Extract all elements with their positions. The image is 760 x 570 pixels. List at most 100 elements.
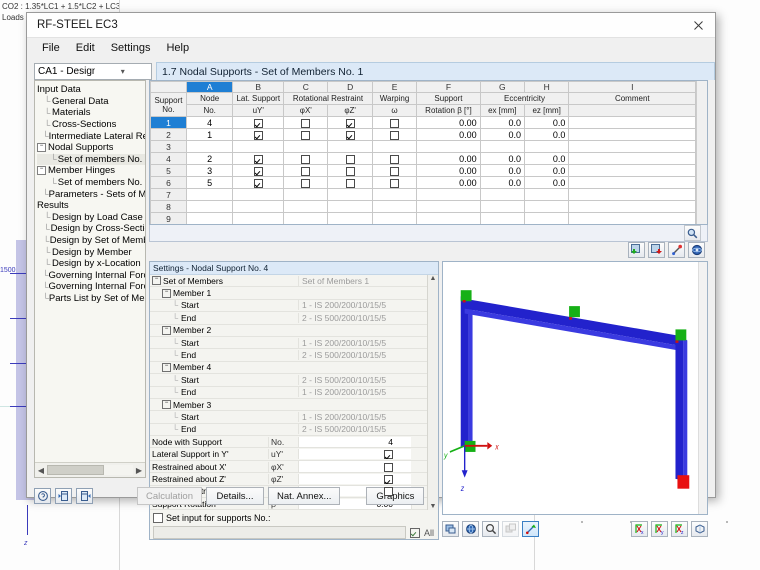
cell-rot-x[interactable] xyxy=(283,140,329,153)
row-header[interactable]: 3 xyxy=(150,140,187,153)
cell-ecc-ez[interactable]: 0.0 xyxy=(523,116,570,129)
tree-item[interactable]: └ Design by x-Location xyxy=(37,258,145,270)
cell-ecc-ez[interactable] xyxy=(523,140,570,153)
cell-warping[interactable] xyxy=(371,176,418,189)
checkbox-cell[interactable] xyxy=(345,166,355,176)
cell-node-no[interactable]: 1 xyxy=(185,128,234,141)
cell-warping[interactable] xyxy=(371,116,418,129)
cell-comment[interactable] xyxy=(568,116,697,129)
cell-node-no[interactable] xyxy=(185,188,234,201)
cell-lat-support[interactable] xyxy=(232,128,285,141)
row-header[interactable]: 7 xyxy=(150,188,187,201)
settings-value-cell[interactable]: 4 xyxy=(298,436,411,447)
checkbox-cell[interactable] xyxy=(345,118,355,128)
cell-support-rotation[interactable] xyxy=(416,188,481,201)
tree-collapse-icon[interactable]: − xyxy=(37,166,46,176)
menu-edit[interactable]: Edit xyxy=(75,42,95,54)
cell-support-rotation[interactable]: 0.00 xyxy=(416,176,481,189)
settings-value-cell[interactable]: 2 - IS 500/200/10/15/5 xyxy=(298,374,411,385)
collapse-icon[interactable]: − xyxy=(152,276,161,286)
collapse-icon[interactable]: − xyxy=(162,288,171,298)
tree-item[interactable]: Input Data xyxy=(37,84,145,96)
cell-node-no[interactable]: 3 xyxy=(185,164,234,177)
checkbox-cell[interactable] xyxy=(253,118,263,128)
settings-value-cell[interactable]: 1 - IS 200/200/10/15/5 xyxy=(298,411,411,422)
chevron-left-icon[interactable]: ◀ xyxy=(37,465,45,475)
settings-row[interactable]: └ Start 2 - IS 500/200/10/15/5 xyxy=(150,374,427,387)
cell-lat-support[interactable] xyxy=(232,188,285,201)
tree-item[interactable]: └ Materials xyxy=(37,107,145,119)
cell-support-rotation[interactable]: 0.00 xyxy=(416,128,481,141)
row-header[interactable]: 6 xyxy=(150,176,187,189)
table-row[interactable]: 1 4 0.00 0.0 0.0 xyxy=(150,116,697,129)
tree-item[interactable]: └Design by Set of Members xyxy=(37,235,145,247)
cell-ecc-ex[interactable] xyxy=(479,188,526,201)
cell-rot-z[interactable] xyxy=(327,200,373,213)
checkbox-cell[interactable] xyxy=(390,154,400,164)
cell-rot-x[interactable] xyxy=(283,176,329,189)
tree-item[interactable]: − Nodal Supports xyxy=(37,142,145,154)
cell-ecc-ez[interactable]: 0.0 xyxy=(523,164,570,177)
set-input-checkbox[interactable] xyxy=(153,513,163,524)
tree-item[interactable]: └ Design by Member xyxy=(37,246,145,258)
cell-rot-z[interactable] xyxy=(327,116,373,129)
row-header[interactable]: 2 xyxy=(150,128,187,141)
table-row[interactable]: 2 1 0.00 0.0 0.0 xyxy=(150,128,697,141)
tree-item[interactable]: Results xyxy=(37,200,145,212)
collapse-icon[interactable]: − xyxy=(162,325,171,335)
table-row[interactable]: 5 3 0.00 0.0 0.0 xyxy=(150,164,697,177)
tree-item[interactable]: − Member Hinges xyxy=(37,165,145,177)
checkbox-cell[interactable] xyxy=(345,178,355,188)
cell-ecc-ex[interactable] xyxy=(479,200,526,213)
column-header-B[interactable]: B xyxy=(232,81,285,93)
column-header-D[interactable]: D xyxy=(327,81,373,93)
scroll-thumb[interactable] xyxy=(47,465,104,475)
cell-support-rotation[interactable]: 0.00 xyxy=(416,164,481,177)
tree-item[interactable]: └ General Data xyxy=(37,96,145,108)
cell-comment[interactable] xyxy=(568,128,697,141)
move-view-icon[interactable] xyxy=(522,521,539,538)
cell-ecc-ez[interactable]: 0.0 xyxy=(523,176,570,189)
cell-rot-z[interactable] xyxy=(327,164,373,177)
cell-ecc-ez[interactable]: 0.0 xyxy=(523,128,570,141)
cell-rot-z[interactable] xyxy=(327,212,373,224)
menu-help[interactable]: Help xyxy=(166,42,190,54)
cell-rot-z[interactable] xyxy=(327,176,373,189)
settings-row[interactable]: − Member 4 xyxy=(150,362,427,375)
checkbox-cell[interactable] xyxy=(253,154,263,164)
row-header[interactable]: 4 xyxy=(150,152,187,165)
tree-item[interactable]: └Parameters - Sets of Members xyxy=(37,188,145,200)
cell-lat-support[interactable] xyxy=(232,176,285,189)
cell-support-rotation[interactable] xyxy=(416,212,481,224)
cell-ecc-ex[interactable] xyxy=(479,212,526,224)
tree-item[interactable]: └Intermediate Lateral Restraints xyxy=(37,130,145,142)
scroll-track[interactable] xyxy=(47,465,133,475)
cell-node-no[interactable] xyxy=(185,212,234,224)
row-header[interactable]: 5 xyxy=(150,164,187,177)
design-case-combo[interactable]: CA1 - Design of steel members ▾ xyxy=(34,63,152,80)
display-mode-icon[interactable] xyxy=(502,521,519,538)
render-mode-icon[interactable] xyxy=(442,521,459,538)
details-button[interactable]: Details... xyxy=(206,487,264,505)
units-icon[interactable] xyxy=(34,488,51,504)
nat-annex-button[interactable]: Nat. Annex... xyxy=(268,487,341,505)
cell-ecc-ez[interactable] xyxy=(523,212,570,224)
collapse-icon[interactable]: − xyxy=(162,400,171,410)
checkbox-cell[interactable] xyxy=(253,130,263,140)
settings-value-cell[interactable]: 1 - IS 200/200/10/15/5 xyxy=(298,337,411,348)
settings-row[interactable]: Lateral Support in Y' uY' xyxy=(150,448,427,461)
magnifier-icon[interactable] xyxy=(684,225,701,241)
cell-rot-x[interactable] xyxy=(283,200,329,213)
settings-value-cell[interactable]: Set of Members 1 xyxy=(298,275,411,286)
cell-warping[interactable] xyxy=(371,128,418,141)
settings-row[interactable]: └ End 1 - IS 200/200/10/15/5 xyxy=(150,387,427,399)
cell-node-no[interactable]: 2 xyxy=(185,152,234,165)
settings-row[interactable]: └ Start 1 - IS 200/200/10/15/5 xyxy=(150,337,427,350)
checkbox-cell[interactable] xyxy=(301,118,311,128)
settings-row[interactable]: Node with Support No. 4 xyxy=(150,436,427,449)
cell-warping[interactable] xyxy=(371,164,418,177)
column-header-I[interactable]: I xyxy=(568,81,697,93)
column-header-C[interactable]: C xyxy=(283,81,329,93)
cell-ecc-ez[interactable] xyxy=(523,188,570,201)
table-row[interactable]: 3 xyxy=(150,140,697,153)
